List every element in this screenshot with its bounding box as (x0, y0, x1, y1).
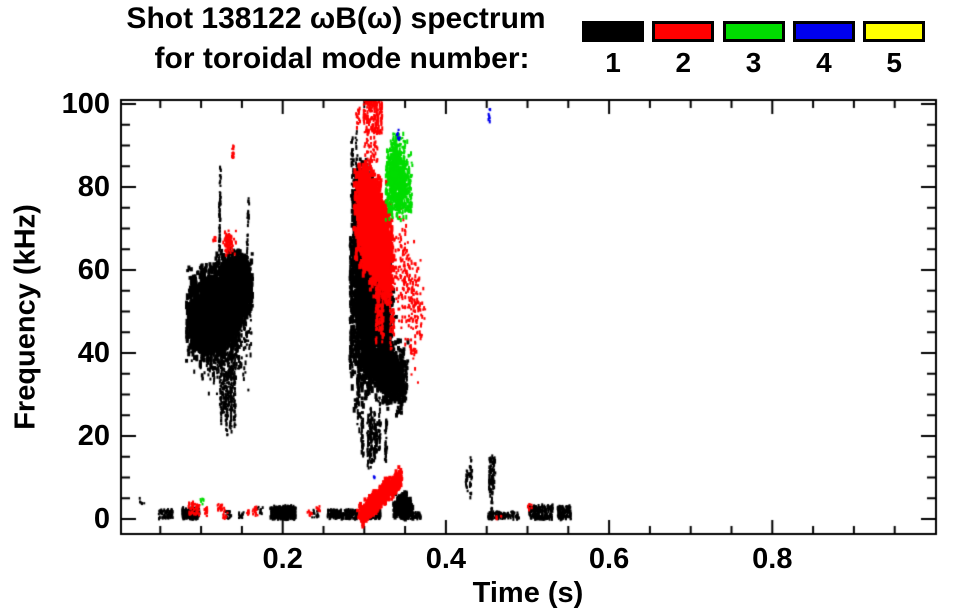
chart-title: Shot 138122 ωB(ω) spectrum (126, 2, 546, 35)
x-tick-label-0.6: 0.6 (588, 543, 630, 575)
legend-swatch-mode-3 (722, 21, 785, 42)
legend-label-mode-4: 4 (816, 47, 832, 78)
x-tick-label-0.2: 0.2 (262, 543, 303, 575)
legend-swatch-mode-4 (792, 21, 855, 42)
y-tick-label-80: 80 (77, 171, 110, 203)
y-tick-label-20: 20 (77, 420, 110, 452)
y-tick-label-0: 0 (93, 503, 110, 535)
x-tick-label-0.4: 0.4 (425, 543, 467, 575)
legend-label-mode-2: 2 (675, 47, 692, 78)
y-tick-label-100: 100 (61, 88, 110, 120)
legend-swatch-mode-2 (652, 21, 715, 42)
chart-subtitle: for toroidal mode number: (154, 42, 530, 75)
legend-label-mode-1: 1 (605, 47, 621, 78)
legend-swatch-mode-1 (582, 21, 644, 42)
legend-label-mode-3: 3 (745, 47, 762, 78)
legend-label-mode-5: 5 (886, 47, 902, 78)
x-tick-label-0.8: 0.8 (752, 543, 793, 575)
x-axis-title: Time (s) (472, 577, 584, 609)
y-tick-label-40: 40 (77, 337, 110, 369)
y-axis-title: Frequency (kHz) (9, 204, 42, 430)
y-tick-label-60: 60 (77, 254, 110, 286)
legend-swatch-mode-5 (863, 21, 926, 42)
